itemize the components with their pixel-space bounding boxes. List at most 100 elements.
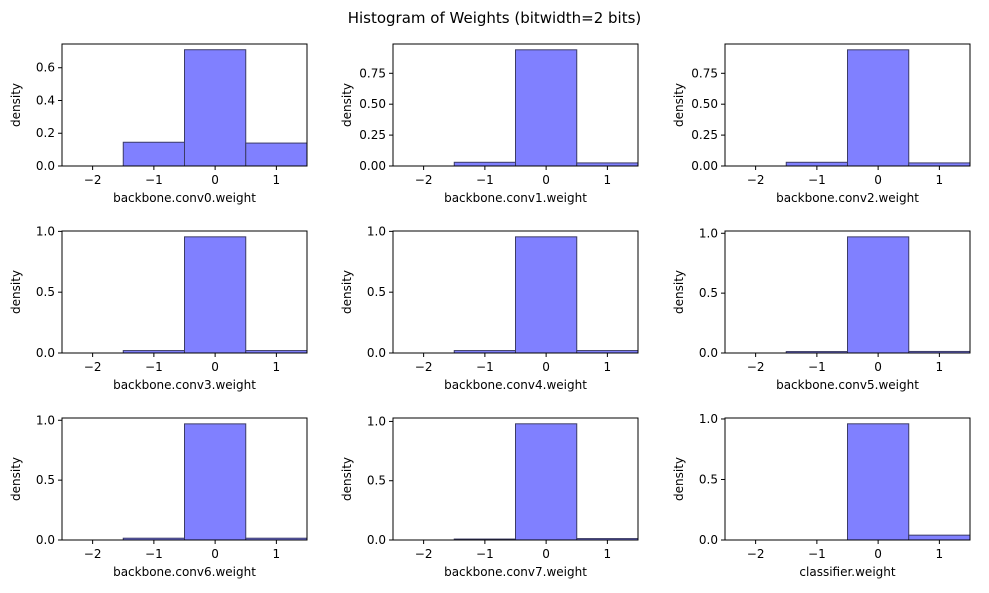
x-tick-label: −1 bbox=[808, 547, 826, 561]
y-tick-label: 0.0 bbox=[36, 346, 55, 360]
histogram-bar bbox=[184, 49, 247, 167]
y-tick-label: 0.6 bbox=[36, 61, 55, 75]
y-tick-label: 0.75 bbox=[359, 66, 386, 80]
x-tick-label: 1 bbox=[604, 360, 612, 374]
x-tick-label: −2 bbox=[84, 173, 102, 187]
y-tick-label: 0.0 bbox=[367, 346, 386, 360]
subplot-grid: −2 −1 0 1 0.0 0.2 0.4 0.6 backbone.conv0.weight d… bbox=[9, 43, 971, 579]
y-tick-label: 1.0 bbox=[699, 226, 718, 240]
y-tick-label: 0.50 bbox=[359, 97, 386, 111]
histogram-bar bbox=[453, 161, 516, 167]
x-axis-label: backbone.conv6.weight bbox=[113, 565, 256, 579]
x-axis-label: backbone.conv7.weight bbox=[444, 565, 587, 579]
subplot-4: −2 −1 0 1 0.0 0.5 1.0 backbone.conv3.weight dens… bbox=[9, 224, 308, 392]
y-tick-label: 0.00 bbox=[359, 159, 386, 173]
x-axis-label: backbone.conv4.weight bbox=[444, 378, 587, 392]
axes-frame bbox=[61, 417, 308, 541]
y-tick-label: 0.5 bbox=[36, 473, 55, 487]
x-tick-label: 0 bbox=[874, 360, 882, 374]
x-axis-label: backbone.conv0.weight bbox=[113, 191, 256, 205]
x-axis-label: backbone.conv5.weight bbox=[776, 378, 919, 392]
histogram-bar bbox=[908, 534, 971, 541]
y-axis-label: density bbox=[340, 270, 354, 314]
x-tick-label: 0 bbox=[211, 173, 219, 187]
y-axis-label: density bbox=[672, 83, 686, 127]
y-axis-label: density bbox=[340, 83, 354, 127]
x-tick-label: 0 bbox=[874, 173, 882, 187]
x-tick-label: −1 bbox=[145, 173, 163, 187]
y-tick-label: 0.75 bbox=[691, 66, 718, 80]
axes-frame bbox=[392, 417, 639, 541]
histogram-bar bbox=[122, 141, 185, 167]
x-axis-label: backbone.conv2.weight bbox=[776, 191, 919, 205]
y-axis-label: density bbox=[672, 457, 686, 501]
x-tick-label: −1 bbox=[808, 360, 826, 374]
x-tick-label: 1 bbox=[936, 360, 944, 374]
y-tick-label: 1.0 bbox=[699, 412, 718, 426]
y-axis-label: density bbox=[9, 457, 23, 501]
x-tick-label: 0 bbox=[542, 360, 550, 374]
y-tick-label: 0.2 bbox=[36, 126, 55, 140]
y-tick-label: 0.5 bbox=[367, 474, 386, 488]
x-tick-label: 1 bbox=[273, 360, 281, 374]
x-tick-label: 1 bbox=[604, 547, 612, 561]
x-tick-label: 1 bbox=[273, 547, 281, 561]
x-tick-label: −2 bbox=[84, 547, 102, 561]
x-tick-label: −1 bbox=[476, 547, 494, 561]
figure-title: Histogram of Weights (bitwidth=2 bits) bbox=[348, 9, 642, 27]
y-tick-label: 0.0 bbox=[699, 533, 718, 547]
x-tick-label: 0 bbox=[211, 547, 219, 561]
y-tick-label: 0.5 bbox=[36, 285, 55, 299]
x-tick-label: −2 bbox=[415, 173, 433, 187]
axes-frame bbox=[724, 43, 971, 167]
subplot-8: −2 −1 0 1 0.0 0.5 1.0 backbone.conv7.weight dens… bbox=[340, 414, 639, 579]
x-axis-label: backbone.conv1.weight bbox=[444, 191, 587, 205]
y-tick-label: 1.0 bbox=[36, 224, 55, 238]
histogram-bar bbox=[785, 161, 848, 167]
histogram-bar bbox=[515, 423, 578, 541]
x-tick-label: −2 bbox=[84, 360, 102, 374]
y-tick-label: 0.5 bbox=[699, 472, 718, 486]
y-tick-label: 0.0 bbox=[699, 346, 718, 360]
axes-frame bbox=[724, 230, 971, 354]
x-tick-label: 0 bbox=[874, 547, 882, 561]
y-axis-label: density bbox=[672, 270, 686, 314]
x-tick-label: −2 bbox=[415, 547, 433, 561]
histogram-bar bbox=[847, 49, 910, 167]
y-tick-label: 0.0 bbox=[36, 159, 55, 173]
x-tick-label: 0 bbox=[542, 173, 550, 187]
subplot-9: −2 −1 0 1 0.0 0.5 1.0 classifier.weight density bbox=[672, 412, 971, 579]
axes-frame bbox=[392, 43, 639, 167]
histogram-bar bbox=[515, 49, 578, 167]
histogram-bar bbox=[847, 423, 910, 541]
y-axis-label: density bbox=[9, 83, 23, 127]
x-tick-label: −1 bbox=[476, 360, 494, 374]
axes-frame bbox=[61, 43, 308, 167]
y-tick-label: 0.50 bbox=[691, 97, 718, 111]
y-tick-label: 1.0 bbox=[367, 414, 386, 428]
y-axis-label: density bbox=[340, 457, 354, 501]
histogram-bar bbox=[184, 423, 247, 541]
x-tick-label: 0 bbox=[211, 360, 219, 374]
subplot-6: −2 −1 0 1 0.0 0.5 1.0 backbone.conv5.weight dens… bbox=[672, 226, 971, 392]
x-tick-label: −1 bbox=[476, 173, 494, 187]
x-tick-label: 1 bbox=[936, 173, 944, 187]
x-tick-label: 0 bbox=[542, 547, 550, 561]
subplot-3: −2 −1 0 1 0.00 0.25 0.50 0.75 backbone.conv2.wei… bbox=[672, 43, 971, 205]
y-tick-label: 0.25 bbox=[359, 128, 386, 142]
x-tick-label: 1 bbox=[604, 173, 612, 187]
subplot-1: −2 −1 0 1 0.0 0.2 0.4 0.6 backbone.conv0.weight d… bbox=[9, 43, 308, 205]
subplot-7: −2 −1 0 1 0.0 0.5 1.0 backbone.conv6.weight dens… bbox=[9, 413, 308, 579]
y-tick-label: 0.0 bbox=[36, 533, 55, 547]
x-tick-label: −1 bbox=[145, 547, 163, 561]
x-axis-label: backbone.conv3.weight bbox=[113, 378, 256, 392]
histogram-bar bbox=[184, 236, 247, 354]
x-axis-label: classifier.weight bbox=[799, 565, 895, 579]
x-tick-label: −1 bbox=[145, 360, 163, 374]
y-tick-label: 0.5 bbox=[367, 285, 386, 299]
x-tick-label: −2 bbox=[747, 360, 765, 374]
y-tick-label: 0.0 bbox=[367, 533, 386, 547]
y-tick-label: 1.0 bbox=[36, 413, 55, 427]
